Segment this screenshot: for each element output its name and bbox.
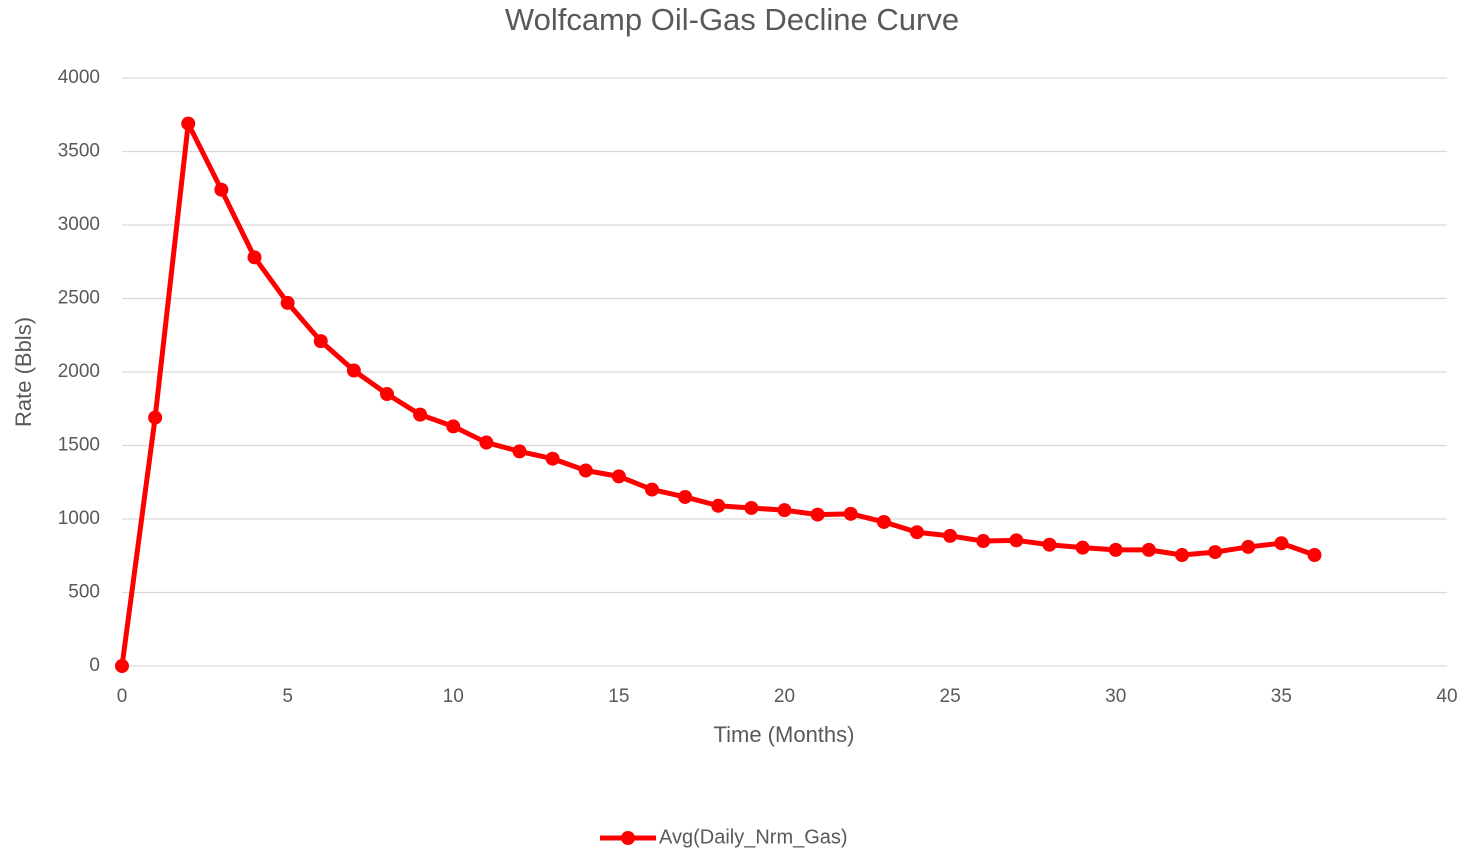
x-tick-label: 0 <box>117 686 128 707</box>
data-point <box>1274 536 1289 551</box>
data-point <box>115 659 129 673</box>
x-tick-label: 10 <box>443 686 464 707</box>
data-point <box>413 407 428 422</box>
data-point <box>1075 540 1090 555</box>
y-tick-label: 1000 <box>58 508 100 529</box>
data-point <box>1208 545 1223 560</box>
data-point <box>313 334 328 349</box>
x-tick-label: 5 <box>282 686 293 707</box>
x-tick-label: 20 <box>774 686 795 707</box>
y-tick-label: 3500 <box>58 141 100 162</box>
data-point <box>512 444 527 459</box>
data-point <box>214 182 229 197</box>
data-point <box>910 525 924 540</box>
data-point <box>1141 542 1156 557</box>
data-point <box>1175 548 1189 563</box>
x-tick-label: 35 <box>1271 686 1292 707</box>
data-point <box>1108 542 1123 557</box>
data-point <box>810 507 825 522</box>
data-point <box>843 506 858 521</box>
y-tick-label: 0 <box>89 655 100 676</box>
data-point <box>611 469 626 484</box>
data-point <box>181 116 196 131</box>
data-point <box>280 295 295 310</box>
data-point <box>1009 533 1024 548</box>
data-point <box>247 250 262 265</box>
x-axis-title: Time (Months) <box>714 722 855 747</box>
data-point <box>346 363 361 378</box>
x-tick-label: 15 <box>608 686 629 707</box>
data-point <box>578 463 593 478</box>
data-point <box>976 534 991 549</box>
data-point <box>711 498 726 513</box>
y-tick-label: 3000 <box>58 214 100 235</box>
data-point <box>545 451 560 466</box>
y-tick-label: 1500 <box>58 435 100 456</box>
data-point <box>876 514 891 529</box>
data-point <box>446 419 461 434</box>
data-point <box>479 435 494 450</box>
y-axis-title: Rate (Bbls) <box>11 317 36 427</box>
data-line <box>119 121 1316 667</box>
y-tick-label: 500 <box>68 582 100 603</box>
y-tick-label: 2000 <box>58 361 100 382</box>
data-point <box>380 387 394 402</box>
data-point <box>943 528 958 543</box>
data-point <box>744 500 759 515</box>
data-point <box>645 482 659 497</box>
data-point <box>148 410 163 425</box>
y-tick-label: 4000 <box>58 67 100 88</box>
data-point <box>1307 548 1322 563</box>
data-point <box>777 503 792 518</box>
y-tick-label: 2500 <box>58 288 100 309</box>
x-tick-label: 25 <box>940 686 961 707</box>
data-point <box>1042 537 1057 552</box>
chart-title: Wolfcamp Oil-Gas Decline Curve <box>505 2 959 37</box>
legend-swatch-marker <box>621 831 635 845</box>
legend-label: Avg(Daily_Nrm_Gas) <box>659 826 848 848</box>
x-tick-label: 40 <box>1436 686 1457 707</box>
x-tick-label: 30 <box>1105 686 1126 707</box>
data-point <box>678 489 693 504</box>
data-point <box>1241 539 1256 554</box>
